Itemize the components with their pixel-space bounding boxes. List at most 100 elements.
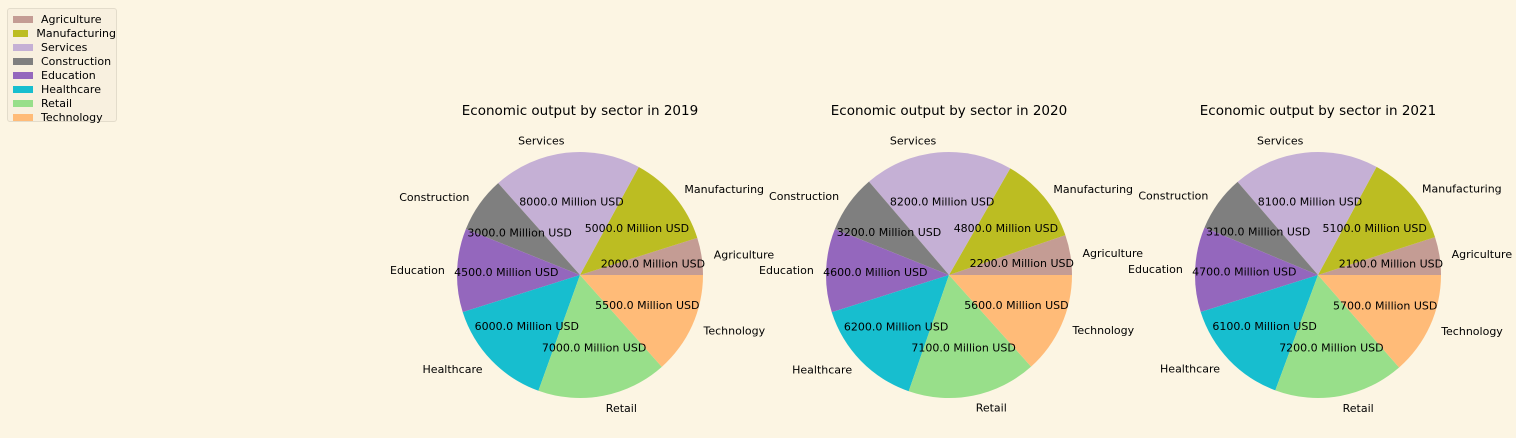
legend-item: Agriculture	[13, 12, 116, 26]
legend-label: Construction	[41, 54, 112, 68]
pie-chart: Economic output by sector in 2020 2200.0 …	[759, 103, 1143, 415]
slice-value-label: 4700.0 Million USD	[1192, 266, 1296, 279]
slice-value-label: 3000.0 Million USD	[467, 227, 571, 240]
legend-label: Services	[41, 40, 88, 54]
legend-swatch	[13, 57, 33, 65]
slice-category-label: Agriculture	[1083, 247, 1144, 260]
pie-slice	[825, 229, 949, 313]
slice-value-label: 2100.0 Million USD	[1339, 258, 1443, 271]
slice-category-label: Manufacturing	[1422, 183, 1502, 196]
pie-slice	[1200, 275, 1318, 391]
legend-swatch	[13, 71, 33, 79]
slice-value-label: 7200.0 Million USD	[1279, 342, 1383, 355]
slice-category-label: Construction	[769, 190, 839, 203]
legend-label: Education	[41, 68, 96, 82]
slice-category-label: Services	[518, 135, 565, 148]
legend-swatch	[13, 85, 33, 93]
slice-value-label: 8000.0 Million USD	[519, 196, 623, 209]
slice-value-label: 6200.0 Million USD	[844, 321, 948, 334]
slice-value-label: 5100.0 Million USD	[1322, 222, 1426, 235]
pie-slice	[498, 151, 639, 275]
pie-slice	[834, 181, 949, 275]
legend-swatch	[13, 29, 29, 37]
pie-slice	[949, 235, 1072, 275]
pie-chart: Economic output by sector in 2021 2100.0 …	[1128, 103, 1512, 415]
pie-slice	[868, 152, 1011, 275]
slice-category-label: Healthcare	[423, 363, 483, 376]
pie-slice	[1237, 152, 1377, 275]
slice-category-label: Manufacturing	[684, 183, 764, 196]
chart-legend: Agriculture Manufacturing Services Construc…	[7, 8, 117, 124]
slice-value-label: 3200.0 Million USD	[837, 226, 941, 239]
legend-item: Manufacturing	[13, 26, 116, 40]
legend-label: Retail	[41, 96, 73, 110]
pie-slice	[831, 275, 949, 392]
slice-value-label: 5600.0 Million USD	[964, 299, 1068, 312]
slice-value-label: 4600.0 Million USD	[823, 266, 927, 279]
slice-value-label: 3100.0 Million USD	[1206, 226, 1310, 239]
pie-slice	[1318, 275, 1441, 368]
slice-category-label: Manufacturing	[1053, 183, 1133, 196]
legend-item: Services	[13, 40, 116, 54]
legend-item: Healthcare	[13, 82, 116, 96]
slice-value-label: 8100.0 Million USD	[1258, 196, 1362, 209]
pie-slice	[949, 275, 1072, 367]
pie-slice	[580, 275, 703, 367]
slice-value-label: 4800.0 Million USD	[954, 222, 1058, 235]
pie-chart: Economic output by sector in 2019 2000.0 …	[390, 103, 774, 415]
slice-category-label: Education	[390, 264, 445, 277]
legend-item: Education	[13, 68, 116, 82]
pie-slice	[1318, 237, 1441, 275]
pie-slice	[457, 229, 580, 313]
pie-slice	[1318, 166, 1436, 275]
pie-slice	[949, 168, 1066, 275]
slice-category-label: Agriculture	[1452, 248, 1513, 261]
pie-slice	[538, 275, 662, 399]
slice-category-label: Technology	[703, 324, 766, 337]
slice-value-label: 2000.0 Million USD	[601, 258, 705, 271]
legend-item: Construction	[13, 54, 116, 68]
slice-value-label: 7000.0 Million USD	[542, 342, 646, 355]
pie-slice	[462, 275, 580, 391]
slice-value-label: 6000.0 Million USD	[475, 320, 579, 333]
pie-slice	[580, 166, 698, 275]
pie-slice	[1275, 275, 1400, 398]
slice-category-label: Retail	[976, 402, 1007, 415]
pie-slice	[465, 183, 580, 275]
slice-category-label: Education	[1128, 263, 1183, 276]
legend-item: Retail	[13, 96, 116, 110]
slice-value-label: 5700.0 Million USD	[1333, 300, 1437, 313]
slice-value-label: 4500.0 Million USD	[454, 266, 558, 279]
chart-title: Economic output by sector in 2021	[1200, 103, 1436, 119]
slice-value-label: 5500.0 Million USD	[595, 299, 699, 312]
slice-category-label: Technology	[1072, 324, 1135, 337]
legend-item: Technology	[13, 110, 116, 124]
slice-value-label: 2200.0 Million USD	[970, 257, 1074, 270]
legend-swatch	[13, 43, 33, 51]
slice-category-label: Healthcare	[1160, 362, 1220, 375]
pie-slice	[580, 237, 703, 275]
slice-value-label: 6100.0 Million USD	[1212, 320, 1316, 333]
slice-category-label: Retail	[606, 402, 637, 415]
slice-category-label: Retail	[1343, 402, 1374, 415]
slice-category-label: Technology	[1440, 325, 1503, 338]
slice-category-label: Services	[890, 134, 937, 147]
legend-label: Manufacturing	[36, 26, 116, 40]
legend-swatch	[13, 99, 33, 107]
slice-category-label: Construction	[399, 191, 469, 204]
slice-category-label: Services	[1257, 135, 1304, 148]
legend-label: Agriculture	[41, 12, 102, 26]
slice-value-label: 7100.0 Million USD	[911, 341, 1015, 354]
slice-value-label: 5000.0 Million USD	[585, 222, 689, 235]
slice-category-label: Agriculture	[714, 248, 775, 261]
slice-category-label: Education	[759, 264, 814, 277]
legend-label: Healthcare	[41, 82, 101, 96]
legend-label: Technology	[41, 110, 103, 124]
slice-value-label: 8200.0 Million USD	[890, 196, 994, 209]
slice-category-label: Healthcare	[792, 363, 852, 376]
pie-slice	[908, 275, 1032, 399]
pie-slice	[1194, 227, 1318, 313]
chart-title: Economic output by sector in 2019	[462, 103, 698, 119]
pie-slice	[1204, 181, 1318, 275]
